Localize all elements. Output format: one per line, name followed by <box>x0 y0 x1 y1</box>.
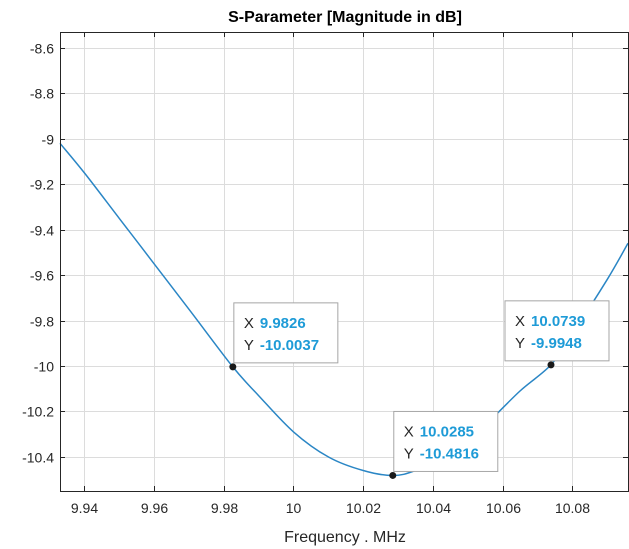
x-tick-label: 10.06 <box>486 500 521 516</box>
grid-lines <box>60 32 628 491</box>
datatip-box <box>393 410 499 472</box>
datatip-value: 10.0285 <box>420 423 474 440</box>
x-tick-label: 9.98 <box>211 500 238 516</box>
x-tick-label: 10 <box>286 500 302 516</box>
y-tick-label: -9 <box>42 132 55 148</box>
datatip[interactable]: X 9.9826 Y -10.0037 <box>233 302 339 364</box>
datatip-box <box>233 302 339 364</box>
x-tick-label: 9.96 <box>141 500 168 516</box>
x-tick-label: 9.94 <box>71 500 98 516</box>
datatip-marker[interactable] <box>547 361 555 369</box>
y-tick-label: -9.6 <box>30 268 54 284</box>
datatip[interactable]: X 10.0285 Y -10.4816 <box>393 410 499 472</box>
y-tick-label: -10.4 <box>22 450 54 466</box>
y-tick-label: -9.8 <box>30 314 54 330</box>
chart-title: S-Parameter [Magnitude in dB] <box>228 9 462 26</box>
datatip-value: -10.4816 <box>420 445 479 462</box>
x-tick-label: 10.04 <box>416 500 451 516</box>
datatip-key: Y <box>244 337 254 354</box>
datatip-marker[interactable] <box>389 471 397 479</box>
datatip-box <box>504 300 610 362</box>
x-tick-label: 10.08 <box>555 500 590 516</box>
datatip-value: -10.0037 <box>260 337 319 354</box>
datatip-key: X <box>244 315 254 332</box>
y-tick-label: -8.8 <box>30 86 54 102</box>
plot-frame <box>60 32 629 492</box>
y-tick-label: -9.2 <box>30 177 54 193</box>
y-tick-label: -8.6 <box>30 41 54 57</box>
datatip[interactable]: X 10.0739 Y -9.9948 <box>504 300 610 362</box>
datatip-marker[interactable] <box>229 363 237 371</box>
datatip-value: 9.9826 <box>260 315 306 332</box>
datatips: X 9.9826 Y -10.0037 X 10.0285 Y -10.4816 X 10.073… <box>233 300 610 472</box>
y-tick-label: -10 <box>34 359 54 375</box>
datatip-key: X <box>515 313 525 330</box>
datatip-key: Y <box>404 445 414 462</box>
datatip-key: Y <box>515 335 525 352</box>
datatip-markers <box>229 361 555 479</box>
y-axis-ticks: -8.6 -8.8 -9 -9.2 -9.4 -9.6 -9.8 -10 -10.2 -10.4 <box>22 41 628 466</box>
datatip-key: X <box>404 423 414 440</box>
x-axis-ticks: 9.94 9.96 9.98 10 10.02 10.04 10.06 10.08 <box>71 32 590 516</box>
y-tick-label: -9.4 <box>30 223 54 239</box>
x-axis-label: Frequency . MHz <box>284 529 406 546</box>
y-tick-label: -10.2 <box>22 404 54 420</box>
datatip-value: -9.9948 <box>531 335 582 352</box>
datatip-value: 10.0739 <box>531 313 585 330</box>
x-tick-label: 10.02 <box>346 500 381 516</box>
